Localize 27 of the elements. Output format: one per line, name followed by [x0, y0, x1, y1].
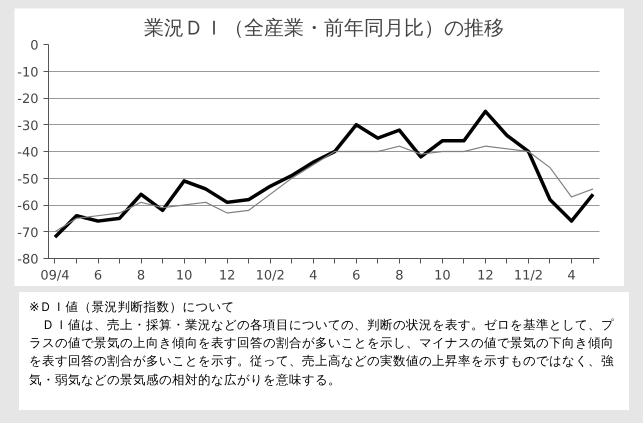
y-tick-label: -30 — [17, 118, 38, 134]
x-tick-label: 12 — [477, 268, 494, 284]
x-tick-label: 10 — [434, 268, 451, 284]
x-tick-label: 8 — [136, 268, 146, 284]
y-tick-label: -80 — [17, 252, 38, 268]
y-tick-label: -70 — [17, 226, 38, 241]
x-tick-label: 4 — [567, 268, 576, 284]
x-tick-label: 8 — [395, 268, 404, 284]
y-tick-label: -20 — [17, 92, 38, 107]
x-tick-label: 10 — [176, 268, 192, 284]
x-tick-label: 11/2 — [514, 268, 544, 284]
y-tick-label: -50 — [17, 172, 38, 188]
y-tick-label: -60 — [17, 199, 38, 214]
y-tick-label: -40 — [17, 146, 38, 160]
y-tick-label: 0 — [30, 38, 39, 54]
line-series — [54, 146, 594, 232]
x-tick-label: 6 — [352, 268, 360, 284]
y-tick-label: -10 — [17, 65, 38, 80]
chart-title: 業況ＤＩ（全産業・前年同月比）の推移 — [144, 16, 504, 40]
x-tick-label: 10/2 — [256, 268, 285, 284]
line-series — [53, 110, 595, 239]
x-tick-label: 4 — [309, 268, 318, 284]
text: ※ＤＩ値（景況判断指数）について — [29, 298, 236, 316]
x-tick-label: 12 — [218, 268, 236, 284]
x-tick-label: 6 — [94, 268, 102, 284]
text: ＤＩ値は、売上・採算・業況などの各項目についての、判断の状況を表す。ゼロを基準として、プラスの値で景気の上向き傾向を表す回答の割合が多いことを示し、マイナスの値で景気の下向き傾向を表す回答の割合が多いことを示す。従って、売上高などの実数値の上昇率を示すものではなく、強気・弱気などの景気感の相対的な広がりを意味する。 — [29, 316, 615, 388]
x-tick-label: 09/4 — [40, 268, 70, 284]
